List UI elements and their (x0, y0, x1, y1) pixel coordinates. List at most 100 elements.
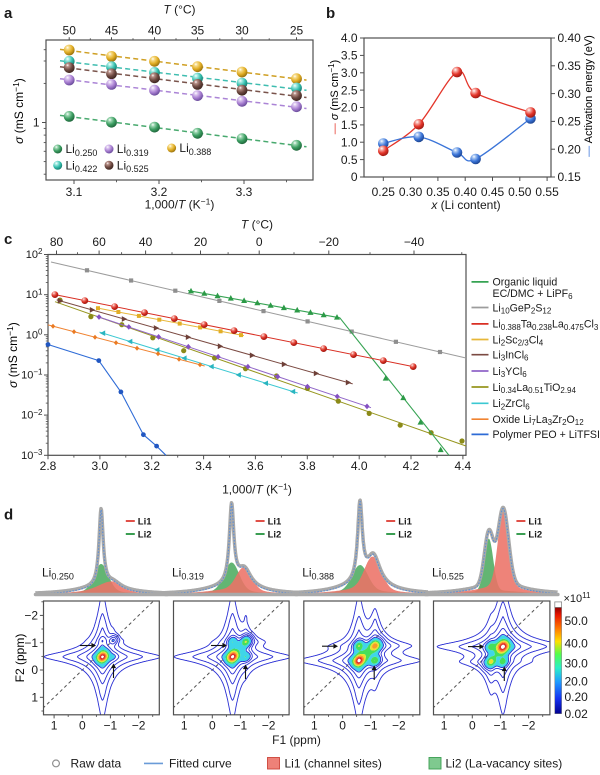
svg-text:3.2: 3.2 (151, 185, 168, 199)
svg-text:40: 40 (148, 23, 162, 37)
svg-text:0: 0 (256, 235, 263, 249)
svg-text:0: 0 (31, 663, 38, 677)
svg-text:0.40: 0.40 (558, 31, 582, 45)
svg-text:F1 (ppm): F1 (ppm) (272, 733, 321, 747)
svg-text:— σ (mS cm−1): — σ (mS cm−1) (327, 60, 341, 134)
svg-text:0.15: 0.15 (558, 170, 582, 184)
svg-text:1: 1 (311, 718, 318, 732)
svg-text:σ (mS cm−1): σ (mS cm−1) (5, 322, 20, 388)
svg-text:4.0: 4.0 (351, 459, 368, 473)
svg-text:4.4: 4.4 (455, 459, 472, 473)
svg-text:3.0: 3.0 (92, 459, 109, 473)
svg-text:Li2: Li2 (398, 530, 412, 541)
svg-text:1: 1 (51, 718, 58, 732)
svg-text:Li1: Li1 (528, 517, 542, 528)
svg-text:80: 80 (50, 235, 64, 249)
svg-text:0: 0 (469, 718, 476, 732)
svg-text:Li1 (channel sites): Li1 (channel sites) (285, 757, 382, 771)
svg-text:−2: −2 (522, 718, 536, 732)
svg-text:d: d (4, 507, 13, 524)
svg-text:40.0: 40.0 (565, 637, 589, 651)
svg-text:3.4: 3.4 (195, 459, 212, 473)
svg-text:Li10GeP2S12: Li10GeP2S12 (493, 302, 552, 315)
svg-text:Li1: Li1 (398, 517, 412, 528)
svg-text:Raw data: Raw data (71, 757, 122, 771)
svg-text:Li2: Li2 (138, 530, 152, 541)
svg-text:Li2: Li2 (528, 530, 542, 541)
svg-text:Li2Sc2/3Cl4: Li2Sc2/3Cl4 (493, 334, 544, 347)
svg-text:3.8: 3.8 (299, 459, 316, 473)
svg-text:0.20: 0.20 (558, 142, 582, 156)
svg-text:1: 1 (31, 691, 38, 705)
svg-text:2.5: 2.5 (341, 83, 358, 97)
svg-text:−2: −2 (392, 718, 406, 732)
svg-text:25: 25 (290, 23, 304, 37)
svg-text:30: 30 (235, 23, 249, 37)
svg-text:0.30: 0.30 (399, 185, 423, 199)
svg-text:1: 1 (33, 116, 40, 130)
svg-text:2.0: 2.0 (341, 101, 358, 115)
svg-text:— Activation energy (eV): — Activation energy (eV) (583, 35, 595, 157)
svg-text:0.35: 0.35 (558, 59, 582, 73)
svg-text:Organic liquid: Organic liquid (493, 277, 558, 289)
svg-text:x (Li content): x (Li content) (430, 198, 500, 212)
svg-text:20: 20 (194, 235, 208, 249)
svg-text:3.1: 3.1 (66, 185, 83, 199)
svg-text:0.30: 0.30 (558, 87, 582, 101)
svg-text:1: 1 (181, 718, 188, 732)
svg-text:50: 50 (63, 23, 77, 37)
svg-text:0.20: 0.20 (565, 690, 589, 704)
svg-text:−1: −1 (24, 636, 38, 650)
svg-text:T (°C): T (°C) (241, 218, 273, 232)
svg-text:−20: −20 (319, 235, 340, 249)
svg-text:1.5: 1.5 (341, 118, 358, 132)
svg-text:1: 1 (441, 718, 448, 732)
svg-text:0.50: 0.50 (508, 185, 532, 199)
svg-text:Li2: Li2 (268, 530, 282, 541)
svg-text:Li3InCl6: Li3InCl6 (493, 350, 530, 363)
svg-text:20.0: 20.0 (565, 674, 589, 688)
svg-text:0: 0 (79, 718, 86, 732)
svg-text:F2 (ppm): F2 (ppm) (13, 634, 27, 683)
svg-text:0.5: 0.5 (341, 153, 358, 167)
svg-text:Li0.388Ta0.238La0.475Cl3: Li0.388Ta0.238La0.475Cl3 (493, 319, 599, 332)
svg-text:Li1: Li1 (268, 517, 282, 528)
svg-text:EC/DMC + LiPF6: EC/DMC + LiPF6 (493, 288, 574, 301)
svg-text:−2: −2 (132, 718, 146, 732)
svg-text:45: 45 (105, 23, 119, 37)
svg-text:−40: −40 (404, 235, 425, 249)
svg-text:−1: −1 (234, 718, 248, 732)
svg-text:0.25: 0.25 (372, 185, 396, 199)
svg-text:Li2ZrCl6: Li2ZrCl6 (493, 398, 531, 411)
svg-text:−1: −1 (494, 718, 508, 732)
svg-text:−2: −2 (24, 609, 38, 623)
svg-text:3.0: 3.0 (341, 66, 358, 80)
svg-text:T (°C): T (°C) (163, 3, 195, 17)
svg-text:Li3YCl6: Li3YCl6 (493, 366, 528, 379)
svg-text:30.0: 30.0 (565, 657, 589, 671)
svg-text:4.0: 4.0 (341, 31, 358, 45)
svg-text:Fitted curve: Fitted curve (169, 757, 232, 771)
svg-text:0: 0 (339, 718, 346, 732)
svg-text:1.0: 1.0 (341, 135, 358, 149)
svg-text:3.5: 3.5 (341, 49, 358, 63)
svg-text:0.02: 0.02 (565, 707, 589, 721)
svg-text:0: 0 (209, 718, 216, 732)
svg-text:4.2: 4.2 (403, 459, 420, 473)
svg-text:0.40: 0.40 (454, 185, 478, 199)
svg-text:3.3: 3.3 (236, 185, 253, 199)
svg-text:Polymer PEO + LiTFSI: Polymer PEO + LiTFSI (493, 429, 600, 441)
svg-text:Li1: Li1 (138, 517, 152, 528)
svg-text:35: 35 (191, 23, 205, 37)
svg-text:Li2 (La-vacancy sites): Li2 (La-vacancy sites) (446, 757, 563, 771)
svg-text:0.55: 0.55 (535, 185, 559, 199)
svg-text:3.2: 3.2 (143, 459, 160, 473)
svg-text:3.6: 3.6 (247, 459, 264, 473)
svg-text:−1: −1 (104, 718, 118, 732)
svg-text:Oxide Li7La3Zr2O12: Oxide Li7La3Zr2O12 (493, 414, 585, 427)
svg-text:60: 60 (92, 235, 106, 249)
svg-text:Li0.34La0.51TiO2.94: Li0.34La0.51TiO2.94 (493, 382, 577, 395)
svg-text:40: 40 (139, 235, 153, 249)
svg-text:a: a (4, 5, 13, 22)
svg-text:c: c (4, 231, 12, 248)
